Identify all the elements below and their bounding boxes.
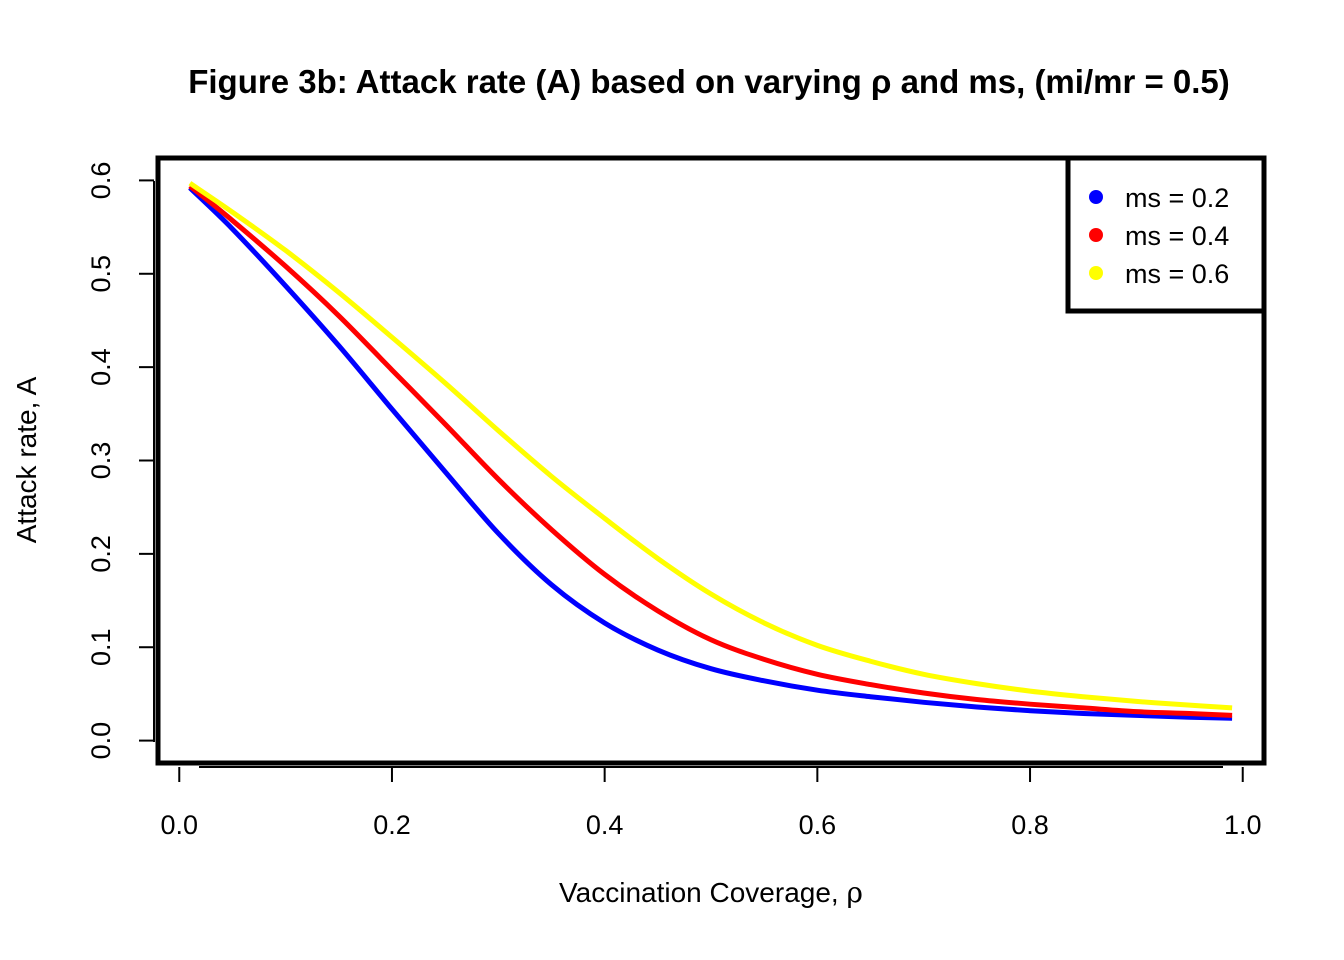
series-line-3 xyxy=(188,181,1233,711)
legend-marker xyxy=(1089,228,1103,242)
y-tick-label: 0.6 xyxy=(86,162,116,200)
x-tick-label: 0.6 xyxy=(799,810,837,840)
legend-label: ms = 0.2 xyxy=(1125,183,1229,213)
x-axis: 0.0 0.2 0.4 0.6 0.8 1.0 xyxy=(160,766,1262,840)
x-tick-label: 0.8 xyxy=(1011,810,1049,840)
legend-box xyxy=(1065,155,1267,314)
series-line-1 xyxy=(188,186,1233,721)
y-tick-label: 0.2 xyxy=(86,535,116,573)
x-axis-label-symbol: ρ xyxy=(846,876,862,909)
legend: ms = 0.2 ms = 0.4 ms = 0.6 xyxy=(1065,155,1267,314)
chart-title: Figure 3b: Attack rate (A) based on vary… xyxy=(188,63,1230,100)
y-tick-label: 0.3 xyxy=(86,442,116,480)
legend-marker xyxy=(1089,190,1103,204)
plot-frame xyxy=(155,155,1267,766)
x-ticks: 0.0 0.2 0.4 0.6 0.8 1.0 xyxy=(160,767,1262,840)
y-tick-label: 0.5 xyxy=(86,255,116,293)
legend-label: ms = 0.6 xyxy=(1125,259,1229,289)
y-tick-label: 0.4 xyxy=(86,348,116,386)
y-axis-label: Attack rate, A xyxy=(11,376,42,543)
plot-area xyxy=(155,155,1267,766)
y-axis: 0.0 0.1 0.2 0.3 0.4 0.5 0.6 xyxy=(86,162,155,760)
x-tick-label: 0.2 xyxy=(373,810,411,840)
series-line-2 xyxy=(188,184,1233,718)
series-layer xyxy=(188,181,1233,721)
x-axis-label-text: Vaccination Coverage, xyxy=(559,877,846,908)
x-axis-label: Vaccination Coverage, ρ xyxy=(559,876,863,909)
legend-items: ms = 0.2 ms = 0.4 ms = 0.6 xyxy=(1089,183,1229,289)
y-ticks: 0.0 0.1 0.2 0.3 0.4 0.5 0.6 xyxy=(86,162,154,760)
y-tick-label: 0.1 xyxy=(86,628,116,666)
x-tick-label: 0.4 xyxy=(586,810,624,840)
x-tick-label: 0.0 xyxy=(160,810,198,840)
legend-label: ms = 0.4 xyxy=(1125,221,1229,251)
x-tick-label: 1.0 xyxy=(1224,810,1262,840)
legend-marker xyxy=(1089,266,1103,280)
y-tick-label: 0.0 xyxy=(86,722,116,760)
